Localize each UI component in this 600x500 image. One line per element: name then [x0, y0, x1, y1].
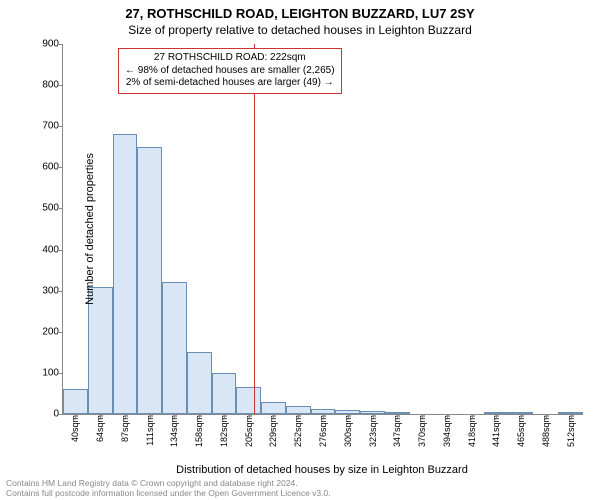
y-tick: 600	[33, 162, 59, 173]
annotation-box: 27 ROTHSCHILD ROAD: 222sqm← 98% of detac…	[118, 48, 342, 94]
annotation-line: 2% of semi-detached houses are larger (4…	[125, 77, 335, 90]
histogram-bar	[113, 134, 138, 414]
x-tick: 158sqm	[194, 415, 204, 447]
histogram-bar	[187, 352, 212, 414]
x-tick: 347sqm	[392, 415, 402, 447]
x-tick: 205sqm	[244, 415, 254, 447]
x-tick: 394sqm	[442, 415, 452, 447]
x-tick: 418sqm	[467, 415, 477, 447]
y-tick: 400	[33, 244, 59, 255]
x-tick: 111sqm	[145, 415, 155, 446]
x-tick: 276sqm	[318, 415, 328, 447]
x-tick: 300sqm	[343, 415, 353, 447]
x-tick: 40sqm	[70, 415, 80, 442]
chart-title-line2: Size of property relative to detached ho…	[0, 21, 600, 37]
y-axis-label: Number of detached properties	[84, 153, 96, 305]
x-tick: 182sqm	[219, 415, 229, 447]
x-tick: 441sqm	[491, 415, 501, 447]
histogram-bar	[63, 389, 88, 414]
x-tick: 370sqm	[417, 415, 427, 447]
histogram-bar	[212, 373, 237, 414]
x-tick: 134sqm	[169, 415, 179, 447]
chart-area: 010020030040050060070080090040sqm64sqm87…	[62, 44, 582, 414]
x-tick: 512sqm	[566, 415, 576, 447]
footer-attribution: Contains HM Land Registry data © Crown c…	[6, 478, 331, 498]
y-tick: 200	[33, 326, 59, 337]
histogram-bar	[261, 402, 286, 414]
histogram-bar	[137, 147, 162, 414]
x-tick: 87sqm	[120, 415, 130, 442]
plot: 010020030040050060070080090040sqm64sqm87…	[62, 44, 583, 415]
reference-line	[254, 44, 255, 414]
footer-line1: Contains HM Land Registry data © Crown c…	[6, 478, 331, 488]
y-tick: 900	[33, 39, 59, 50]
annotation-line: 27 ROTHSCHILD ROAD: 222sqm	[125, 52, 335, 65]
y-tick: 300	[33, 285, 59, 296]
x-tick: 229sqm	[268, 415, 278, 447]
y-tick: 100	[33, 367, 59, 378]
histogram-bar	[286, 406, 311, 414]
x-tick: 488sqm	[541, 415, 551, 447]
histogram-bar	[236, 387, 261, 414]
footer-line2: Contains full postcode information licen…	[6, 488, 331, 498]
chart-title-line1: 27, ROTHSCHILD ROAD, LEIGHTON BUZZARD, L…	[0, 0, 600, 21]
y-tick: 500	[33, 203, 59, 214]
x-tick: 323sqm	[368, 415, 378, 447]
x-tick: 64sqm	[95, 415, 105, 442]
x-tick: 252sqm	[293, 415, 303, 447]
y-tick: 800	[33, 80, 59, 91]
x-axis-label: Distribution of detached houses by size …	[62, 464, 582, 476]
annotation-line: ← 98% of detached houses are smaller (2,…	[125, 65, 335, 78]
x-tick: 465sqm	[516, 415, 526, 447]
histogram-bar	[162, 282, 187, 414]
y-tick: 0	[33, 409, 59, 420]
histogram-bar	[88, 287, 113, 414]
y-tick: 700	[33, 121, 59, 132]
